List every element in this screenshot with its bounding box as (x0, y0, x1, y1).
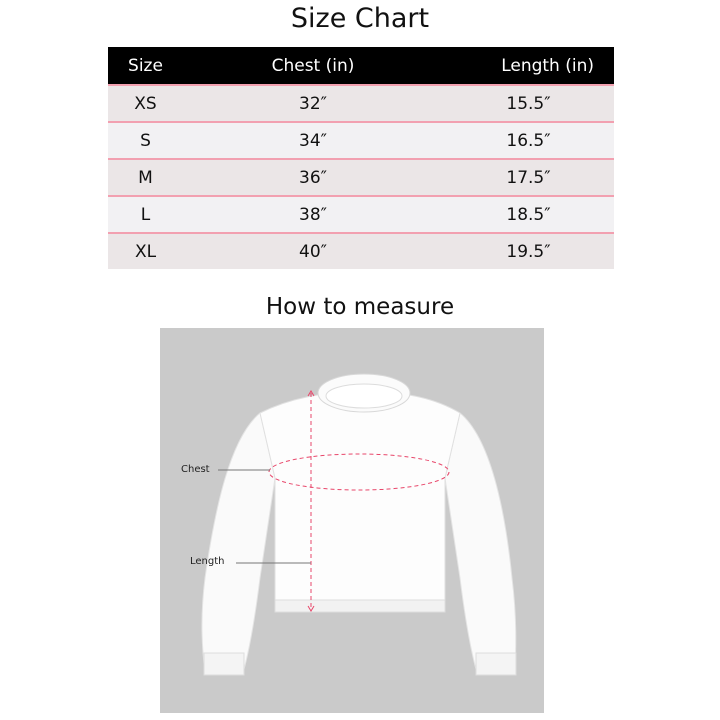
cell-length: 18.5″ (506, 204, 551, 225)
table-row: XS 32″ 15.5″ (108, 84, 614, 121)
cell-chest: 40″ (299, 241, 327, 262)
measure-title: How to measure (265, 294, 455, 320)
chest-measure-line (268, 453, 450, 491)
header-length: Length (in) (501, 55, 594, 76)
cell-size: L (140, 204, 151, 225)
cell-size: S (140, 130, 151, 151)
cell-size: XL (134, 241, 157, 262)
table-row: M 36″ 17.5″ (108, 158, 614, 195)
cell-chest: 32″ (299, 93, 327, 114)
sweater-illustration (201, 373, 517, 676)
cell-length: 19.5″ (506, 241, 551, 262)
cell-chest: 36″ (299, 167, 327, 188)
cell-length: 17.5″ (506, 167, 551, 188)
page-title: Size Chart (290, 3, 430, 34)
length-label: Length (190, 556, 225, 567)
table-header: Size Chest (in) Length (in) (108, 47, 614, 84)
cell-size: M (138, 167, 153, 188)
cell-length: 15.5″ (506, 93, 551, 114)
chest-label: Chest (181, 464, 210, 475)
size-table: Size Chest (in) Length (in) XS 32″ 15.5″… (108, 47, 614, 269)
header-size: Size (128, 55, 163, 76)
table-row: S 34″ 16.5″ (108, 121, 614, 158)
cell-chest: 34″ (299, 130, 327, 151)
table-row: XL 40″ 19.5″ (108, 232, 614, 269)
table-row: L 38″ 18.5″ (108, 195, 614, 232)
header-chest: Chest (in) (271, 55, 355, 76)
cell-size: XS (134, 93, 157, 114)
cell-chest: 38″ (299, 204, 327, 225)
cell-length: 16.5″ (506, 130, 551, 151)
measure-diagram: Chest Length (160, 328, 544, 713)
